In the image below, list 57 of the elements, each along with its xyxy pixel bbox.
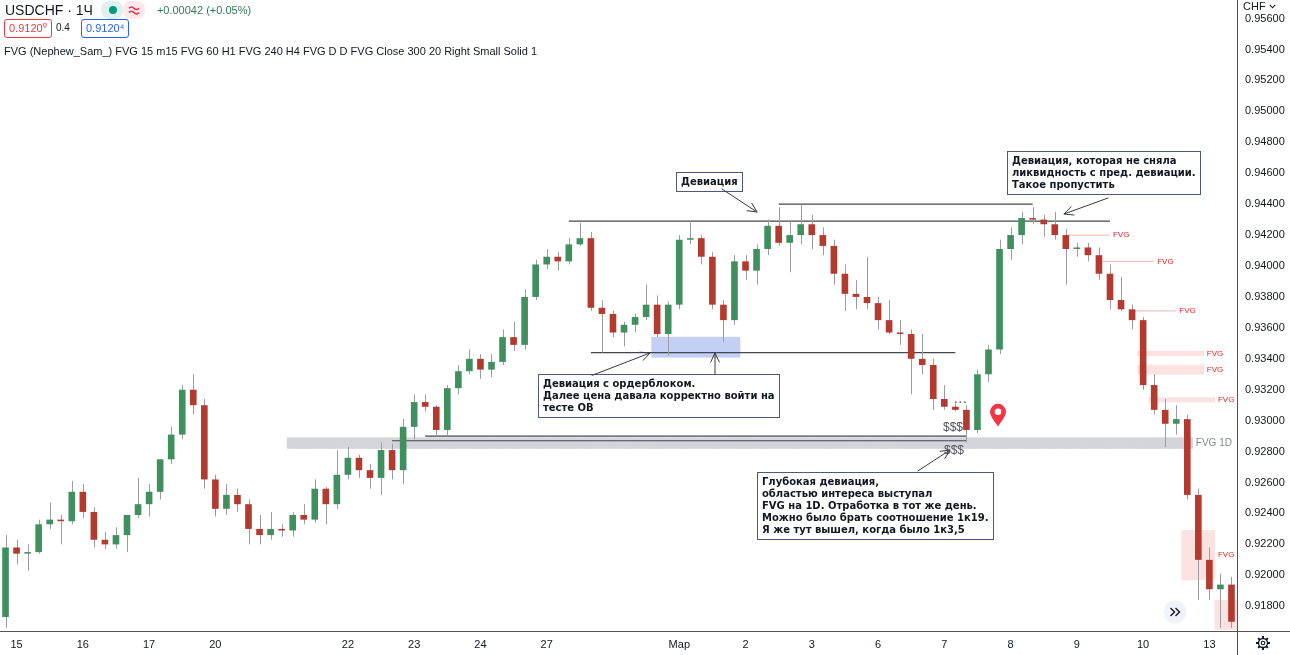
y-tick-label: 0.91800: [1245, 599, 1285, 612]
annotation: $$$: [943, 420, 964, 435]
series-label: FVG: [1217, 394, 1235, 404]
x-tick-label: 20: [209, 637, 222, 650]
annotation: 0.9120⁰: [4, 19, 52, 38]
x-tick-label: 6: [874, 637, 882, 650]
x-tick-label: 23: [408, 637, 421, 650]
y-tick-label: 0.93200: [1245, 382, 1285, 395]
x-tick-label: 17: [142, 637, 156, 650]
series-label: FVG: [1206, 348, 1224, 358]
series-label: FVG: [1157, 256, 1174, 266]
y-tick-label: 0.94000: [1245, 259, 1285, 272]
y-tick-label: 0.92600: [1245, 475, 1285, 488]
y-tick-label: 0.92800: [1245, 444, 1285, 457]
y-axis-title: CHF: [1243, 0, 1266, 12]
x-tick-label: 8: [1007, 637, 1014, 650]
annotation: Девиация, которая не сняла ликвидность с пред. девиации. Такое пропустить: [1007, 151, 1201, 195]
annotation: +0.00042 (+0.05%): [156, 4, 252, 16]
annotation: 0.9120⁴: [81, 19, 130, 38]
x-tick-label: 24: [474, 637, 487, 650]
x-tick-label: 16: [76, 637, 89, 650]
chart-title: USDCHF · 1Ч: [5, 2, 93, 18]
y-tick-label: 0.92200: [1245, 537, 1285, 550]
x-tick-label: 27: [540, 637, 553, 650]
annotation: FVG (Nephew_Sam_) FVG 15 m15 FVG 60 H1 FVG 240 H4 FVG D D FVG Close 300 20 Right Small Solid 1: [4, 45, 538, 58]
y-tick-label: 0.92000: [1245, 568, 1285, 581]
y-tick-label: 0.93000: [1245, 413, 1285, 426]
series-label: FVG: [1179, 306, 1196, 316]
y-tick-label: 0.93800: [1245, 289, 1285, 302]
x-tick-label: 7: [941, 637, 948, 650]
series-label: FVG: [1217, 550, 1235, 560]
x-tick-label: 9: [1073, 637, 1080, 650]
annotation: 0.4: [56, 22, 70, 34]
series-label: FVG: [1206, 364, 1224, 374]
y-tick-label: 0.92400: [1245, 506, 1285, 519]
annotation: Девиация с ордерблоком. Далее цена давала корректно войти на тесте OB: [538, 374, 780, 418]
x-tick-label: 22: [341, 637, 355, 650]
x-tick-label: 15: [10, 637, 23, 650]
y-tick-label: 0.94200: [1245, 228, 1285, 241]
series-label: FVG 1D: [1195, 436, 1232, 448]
x-tick-label: 2: [742, 637, 749, 650]
y-tick-label: 0.95600: [1245, 11, 1285, 24]
y-tick-label: 0.94800: [1245, 135, 1285, 148]
x-tick-label: 10: [1137, 637, 1150, 650]
y-tick-label: 0.93400: [1245, 351, 1285, 364]
y-tick-label: 0.93600: [1245, 320, 1285, 333]
annotation: Глубокая девиация, областью интереса выступал FVG на 1D. Отработка в тот же день. Можно было брать соотношение 1к19. Я же тут вышел, когда было 1к3,5: [757, 472, 994, 540]
x-tick-label: 3: [808, 637, 815, 650]
y-tick-label: 0.94400: [1245, 197, 1285, 210]
annotation: Девиация: [676, 172, 743, 192]
series-label: FVG: [1112, 230, 1130, 240]
x-tick-label: 13: [1203, 637, 1216, 650]
y-tick-label: 0.95000: [1245, 104, 1285, 117]
x-tick-label: Мар: [668, 637, 691, 650]
y-tick-label: 0.95400: [1245, 42, 1285, 55]
y-tick-label: 0.95200: [1245, 73, 1285, 86]
y-tick-label: 0.94600: [1245, 166, 1285, 179]
